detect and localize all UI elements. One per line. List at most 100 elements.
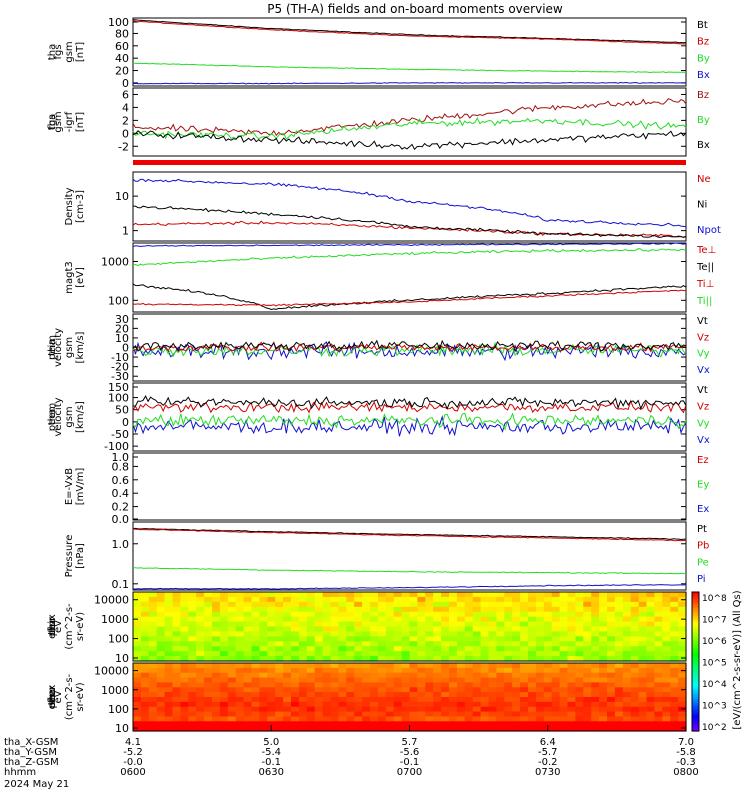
spectrogram-cell: [646, 672, 655, 679]
spectrogram-cell: [425, 646, 434, 652]
spectrogram-cell: [488, 641, 497, 647]
spectrogram-cell: [267, 687, 276, 693]
legend-item: Vt: [697, 316, 708, 327]
spectrogram-cell: [520, 672, 529, 679]
spectrogram-cell: [472, 687, 482, 693]
spectrogram-cell: [496, 667, 505, 674]
y-axis-label: tha: [47, 114, 58, 130]
spectrogram-cell: [543, 641, 553, 647]
spectrogram-cell: [638, 697, 648, 703]
spectrogram-cell: [164, 726, 174, 732]
colorbar-cell: [692, 627, 699, 631]
spectrogram-cell: [496, 626, 505, 633]
spectrogram-cell: [172, 636, 181, 642]
spectrogram-cell: [267, 667, 276, 674]
spectrogram-cell: [630, 631, 640, 637]
spectrogram-cell: [219, 641, 229, 647]
spectrogram-cell: [291, 716, 300, 722]
spectrogram-cell: [204, 611, 213, 618]
spectrogram-cell: [551, 646, 561, 652]
spectrogram-cell: [370, 721, 379, 727]
spectrogram-cell: [243, 721, 253, 727]
spectrogram-cell: [622, 711, 632, 718]
spectrogram-cell: [156, 606, 166, 613]
y-tick-label: 20: [115, 65, 129, 78]
spectrogram-cell: [504, 621, 513, 628]
spectrogram-cell: [638, 596, 648, 603]
spectrogram-cell: [567, 616, 576, 623]
spectrogram-cell: [212, 692, 221, 698]
spectrogram-cell: [330, 701, 339, 708]
y-tick-label: 100: [108, 294, 129, 307]
spectrogram-cell: [188, 716, 197, 722]
spectrogram-cell: [259, 677, 268, 684]
spectrogram-cell: [275, 701, 284, 708]
spectrogram-cell: [543, 706, 553, 713]
spectrogram-cell: [441, 701, 450, 708]
spectrogram-cell: [172, 726, 181, 732]
spectrogram-cell: [464, 646, 474, 652]
y-axis-label: gsm: [64, 337, 75, 358]
y-axis-label: [eV]: [75, 267, 86, 288]
spectrogram-cell: [630, 677, 640, 684]
spectrogram-cell: [298, 706, 308, 713]
spectrogram-cell: [607, 636, 616, 642]
spectrogram-cell: [496, 672, 505, 679]
spectrogram-cell: [393, 692, 403, 698]
y-axis-label: peir: [47, 616, 58, 636]
spectrogram-cell: [654, 697, 663, 703]
spectrogram-cell: [567, 621, 576, 628]
panel-frame: [132, 87, 687, 157]
spectrogram-cell: [575, 636, 584, 642]
spectrogram-cell: [678, 706, 687, 713]
spectrogram-cell: [219, 706, 229, 713]
spectrogram-cell: [259, 701, 268, 708]
y-tick-label: 60: [115, 40, 129, 53]
temperature-Te||-line: [132, 283, 687, 311]
colorbar-cell: [692, 663, 699, 667]
spectrogram-cell: [196, 596, 205, 603]
spectrogram-cell: [528, 663, 537, 669]
spectrogram-cell: [441, 706, 450, 713]
y-axis-label: Density: [64, 187, 75, 225]
spectrogram-cell: [441, 641, 450, 647]
spectrogram-cell: [251, 641, 260, 647]
spectrogram-cell: [275, 711, 284, 718]
spectrogram-cell: [227, 651, 237, 657]
legend-item: Bz: [697, 37, 709, 48]
spectrogram-cell: [362, 687, 371, 693]
spectrogram-cell: [306, 631, 316, 637]
spectrogram-cell: [433, 626, 442, 633]
spectrogram-cell: [164, 596, 174, 603]
spectrogram-cell: [338, 672, 347, 679]
spectrogram-cell: [614, 677, 624, 684]
spectrogram-cell: [409, 616, 418, 623]
spectrogram-cell: [678, 611, 687, 618]
spectrogram-cell: [140, 611, 150, 618]
spectrogram-cell: [567, 611, 576, 618]
spectrogram-cell: [346, 592, 355, 598]
spectrogram-cell: [559, 592, 569, 598]
spectrogram-cell: [646, 706, 655, 713]
spectrogram-cell: [401, 701, 411, 708]
spectrogram-cell: [662, 687, 671, 693]
spectrogram-cell: [630, 641, 640, 647]
spectrogram-cell: [140, 651, 150, 657]
spectrogram-cell: [520, 663, 529, 669]
spectrogram-cell: [464, 606, 474, 613]
spectrogram-cell: [298, 616, 308, 623]
spectrogram-cell: [377, 663, 387, 669]
spectrogram-cell: [638, 626, 648, 633]
spectrogram-cell: [275, 601, 284, 608]
spectrogram-cell: [393, 697, 403, 703]
spectrogram-cell: [575, 663, 584, 669]
spectrogram-cell: [314, 611, 324, 618]
spectrogram-cell: [346, 667, 355, 674]
spectrogram-cell: [156, 677, 166, 684]
spectrogram-cell: [622, 621, 632, 628]
spectrogram-cell: [520, 606, 529, 613]
x-tick-label: 0800: [673, 767, 698, 778]
spectrogram-cell: [172, 651, 181, 657]
spectrogram-cell: [520, 656, 529, 662]
spectrogram-cell: [401, 697, 411, 703]
